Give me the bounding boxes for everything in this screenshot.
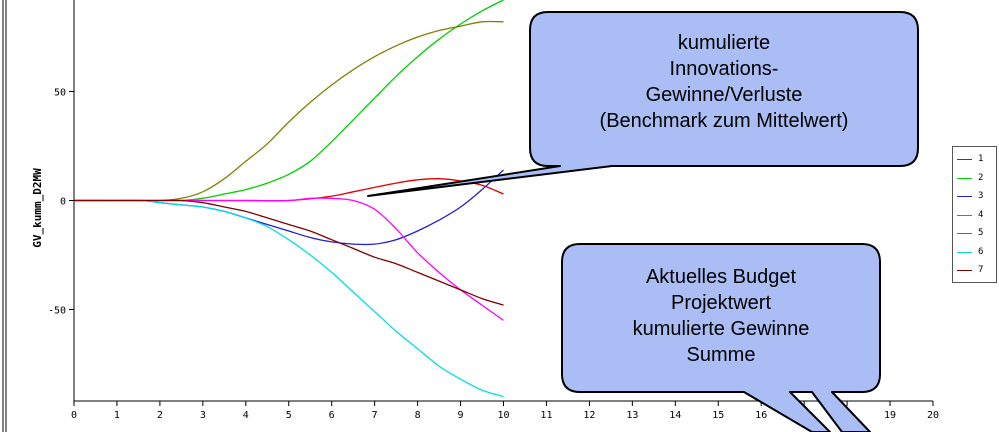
x-tick-label: 10 bbox=[497, 410, 509, 421]
callout-top-line-1: kumulierte bbox=[677, 32, 771, 54]
x-tick-label: 6 bbox=[329, 410, 335, 421]
callout-bottom-line-4: Summe bbox=[686, 344, 756, 366]
y-tick-label: -50 bbox=[48, 305, 66, 316]
callout-bottom-line-3: kumulierte Gewinne bbox=[632, 318, 810, 340]
legend-label: 4 bbox=[978, 209, 984, 220]
callout-bottom-text: Aktuelles Budget Projektwert kumulierte … bbox=[562, 264, 880, 368]
y-tick-label: 50 bbox=[54, 88, 66, 99]
series-line-3 bbox=[73, 169, 504, 246]
x-tick-label: 3 bbox=[200, 410, 206, 421]
x-tick-label: 20 bbox=[927, 410, 939, 421]
legend-item-7: 7 bbox=[957, 264, 995, 276]
x-tick-label: 15 bbox=[712, 410, 724, 421]
x-tick-label: 2 bbox=[157, 410, 163, 421]
x-tick-label: 11 bbox=[540, 410, 552, 421]
x-tick-label: 19 bbox=[884, 410, 896, 421]
x-tick-label: 16 bbox=[755, 410, 767, 421]
legend-item-6: 6 bbox=[957, 246, 995, 258]
series-line-1 bbox=[74, 178, 504, 202]
legend-label: 5 bbox=[978, 228, 984, 238]
legend-swatch bbox=[957, 214, 972, 216]
x-tick-label: 8 bbox=[415, 410, 421, 421]
x-tick-label: 0 bbox=[71, 410, 77, 421]
x-tick-label: 9 bbox=[458, 410, 464, 421]
y-axis-label: GV_kumm_D2MW bbox=[31, 168, 44, 248]
legend-label: 6 bbox=[978, 246, 984, 257]
series-line-7 bbox=[74, 199, 504, 306]
callout-top-line-2: Innovations- bbox=[669, 58, 779, 80]
legend-swatch bbox=[957, 270, 972, 271]
callout-top-line-3: Gewinne/Verluste bbox=[645, 84, 803, 106]
legend-item-3: 3 bbox=[957, 190, 995, 202]
legend-swatch bbox=[957, 251, 972, 253]
legend-label: 7 bbox=[978, 265, 984, 275]
series-line-5 bbox=[74, 197, 504, 321]
x-tick-label: 13 bbox=[626, 410, 638, 421]
x-tick-label: 4 bbox=[243, 410, 249, 421]
legend: 1 2 3 4 5 6 7 bbox=[952, 146, 997, 283]
legend-swatch bbox=[957, 233, 972, 234]
x-tick-label: 12 bbox=[583, 410, 595, 421]
legend-item-1: 1 bbox=[957, 153, 995, 165]
x-tick-label: 5 bbox=[286, 410, 292, 421]
series-line-6 bbox=[73, 199, 504, 398]
legend-label: 2 bbox=[978, 172, 984, 183]
callout-bottom bbox=[561, 243, 881, 432]
x-tick-label: 1 bbox=[114, 410, 120, 421]
legend-label: 3 bbox=[978, 191, 984, 201]
y-tick-label: 0 bbox=[60, 197, 66, 208]
x-tick-label: 14 bbox=[669, 410, 681, 421]
series-lines bbox=[73, 0, 504, 398]
callout-top-line-4: (Benchmark zum Mittelwert) bbox=[599, 110, 849, 132]
legend-swatch bbox=[957, 159, 972, 160]
callout-top bbox=[367, 11, 919, 197]
callout-bottom-shape bbox=[561, 243, 881, 432]
legend-item-5: 5 bbox=[957, 227, 995, 239]
legend-swatch bbox=[957, 196, 972, 197]
callout-top-shape bbox=[367, 11, 919, 197]
series-line-4 bbox=[74, 20, 504, 202]
callout-bottom-line-2: Projektwert bbox=[670, 292, 772, 314]
legend-item-4: 4 bbox=[957, 209, 995, 221]
legend-swatch bbox=[957, 177, 972, 179]
x-tick-label: 7 bbox=[372, 410, 378, 421]
callout-bottom-line-1: Aktuelles Budget bbox=[645, 266, 797, 288]
legend-label: 1 bbox=[978, 154, 984, 164]
callout-top-text: kumulierte Innovations- Gewinne/Verluste… bbox=[530, 30, 918, 134]
legend-item-2: 2 bbox=[957, 172, 995, 184]
